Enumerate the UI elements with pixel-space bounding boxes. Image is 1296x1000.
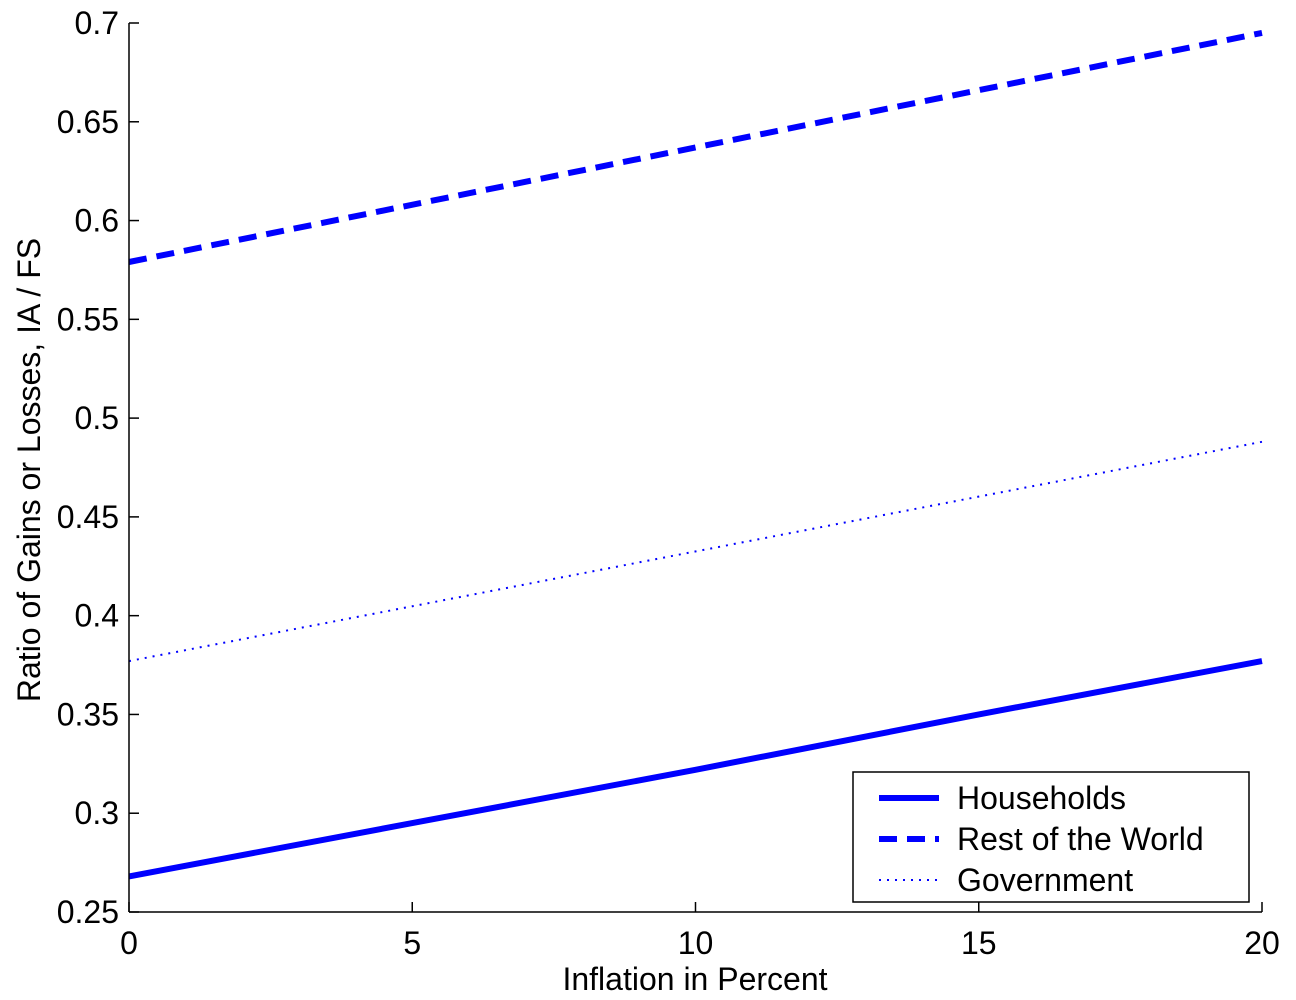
y-tick-label: 0.25 <box>57 894 119 930</box>
legend-label-2: Rest of the World <box>957 821 1204 857</box>
x-tick-label: 20 <box>1244 925 1280 961</box>
y-axis-label: Ratio of Gains or Losses, IA / FS <box>11 238 47 702</box>
x-tick-label: 10 <box>678 925 714 961</box>
plot-area <box>129 23 1262 912</box>
y-tick-label: 0.7 <box>75 5 119 41</box>
axes-layer: 0 5 10 15 20 0.25 0.3 0.35 0.4 0.45 0.5 0.55 0.6 0.65… <box>57 5 1280 961</box>
y-tick-label: 0.5 <box>75 400 119 436</box>
series-line-2 <box>128 29 1263 265</box>
y-tick-label: 0.3 <box>75 795 119 831</box>
series-line-3 <box>128 440 1263 663</box>
y-tick-label: 0.4 <box>75 598 119 634</box>
x-tick-label: 15 <box>961 925 997 961</box>
x-axis-label: Inflation in Percent <box>562 961 827 997</box>
y-tick-label: 0.65 <box>57 104 119 140</box>
y-tick-label: 0.55 <box>57 301 119 337</box>
x-tick-label: 0 <box>120 925 138 961</box>
plot-background <box>129 23 1262 912</box>
series-layer <box>128 29 1263 880</box>
x-tick-label: 5 <box>403 925 421 961</box>
y-tick-label: 0.6 <box>75 203 119 239</box>
legend: Households Rest of the World Government <box>852 771 1250 903</box>
y-tick-label: 0.45 <box>57 499 119 535</box>
legend-label-3: Government <box>957 862 1133 898</box>
series-line-1 <box>128 658 1263 880</box>
legend-label-1: Households <box>957 780 1126 816</box>
y-tick-label: 0.35 <box>57 696 119 732</box>
